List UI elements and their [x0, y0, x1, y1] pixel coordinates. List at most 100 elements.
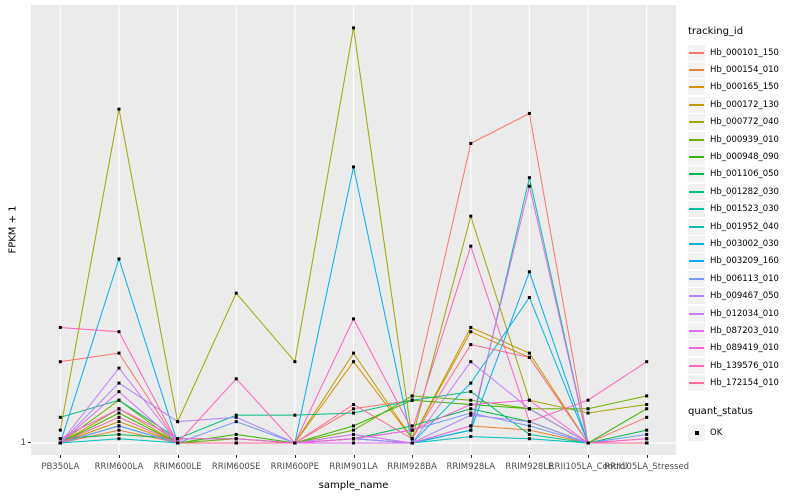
legend-quant: quant_status OK: [688, 406, 798, 441]
legend-item-Hb_000948_090: Hb_000948_090: [688, 148, 798, 166]
point-marker-ok: [58, 441, 62, 445]
point-marker-ok: [527, 295, 531, 299]
legend-item-label: Hb_139576_010: [710, 360, 779, 371]
point-marker-ok: [352, 407, 355, 411]
point-marker-ok: [293, 413, 297, 417]
point-marker-ok: [469, 407, 473, 411]
legend-item-label: Hb_001952_040: [710, 221, 779, 232]
point-marker-ok: [645, 360, 649, 364]
point-marker-ok: [117, 390, 121, 394]
point-marker-ok: [645, 402, 649, 406]
point-marker-ok: [410, 437, 414, 441]
legend-item-Hb_000172_130: Hb_000172_130: [688, 96, 798, 113]
point-marker-ok: [293, 360, 297, 364]
legend-item-Hb_001523_030: Hb_001523_030: [688, 201, 798, 218]
point-marker-ok: [58, 428, 62, 432]
y-tick-label: 1: [20, 438, 26, 448]
x-tick-label-RRIM928LA: RRIM928LA: [446, 462, 496, 472]
point-marker-ok: [293, 441, 297, 445]
legend-line-swatch-icon: [688, 149, 705, 166]
point-marker-ok: [527, 432, 531, 436]
point-marker-ok: [352, 402, 355, 406]
point-marker-ok: [176, 420, 180, 424]
point-marker-ok: [527, 355, 531, 359]
legend-item-label: Hb_012034_010: [710, 308, 779, 319]
point-marker-ok: [352, 411, 355, 415]
x-tick-mark: [294, 455, 296, 458]
point-marker-ok: [469, 360, 473, 364]
legend-item-label: Hb_000101_150: [710, 47, 779, 58]
point-marker-ok: [352, 428, 355, 432]
point-marker-ok: [527, 428, 531, 432]
point-marker-ok: [58, 437, 62, 441]
point-marker-ok: [234, 420, 238, 424]
legend-line-swatch-icon: [688, 253, 705, 270]
point-marker-ok: [117, 330, 121, 334]
point-marker-ok: [352, 26, 355, 30]
legend-item-label: Hb_001106_050: [710, 169, 779, 180]
legend-item-Hb_172154_010: Hb_172154_010: [688, 374, 798, 392]
point-marker-ok: [469, 141, 473, 145]
ok-square-marker-icon: [688, 424, 705, 441]
point-marker-ok: [117, 424, 121, 428]
point-marker-ok: [117, 420, 121, 424]
x-tick-label-RRII105LA_Control: RRII105LA_Control: [548, 462, 628, 472]
point-marker-ok: [469, 214, 473, 218]
point-marker-ok: [234, 415, 238, 419]
point-marker-ok: [645, 437, 649, 441]
legend-item-Hb_139576_010: Hb_139576_010: [688, 357, 798, 374]
legend-item-label: Hb_000772_040: [710, 117, 779, 128]
point-marker-ok: [352, 317, 355, 321]
legend-item-Hb_001106_050: Hb_001106_050: [688, 166, 798, 183]
point-marker-ok: [352, 432, 355, 436]
legend: tracking_id Hb_000101_150 Hb_000154_010 Hb…: [688, 26, 798, 441]
point-marker-ok: [469, 244, 473, 248]
legend-line-swatch-icon: [688, 44, 705, 61]
x-tick-mark: [353, 455, 355, 458]
point-marker-ok: [234, 432, 238, 436]
y-tick-mark: [28, 442, 31, 443]
point-marker-ok: [527, 111, 531, 115]
x-tick-mark: [236, 455, 238, 458]
point-marker-ok: [352, 351, 355, 355]
legend-line-swatch-icon: [688, 288, 705, 305]
point-marker-ok: [117, 257, 121, 261]
point-marker-ok: [410, 398, 414, 402]
x-tick-label-RRIM600LA: RRIM600LA: [94, 462, 144, 472]
legend-line-swatch-icon: [688, 357, 705, 374]
legend-quant-title: quant_status: [688, 405, 753, 417]
legend-quant-label: OK: [710, 427, 723, 438]
point-marker-ok: [469, 390, 473, 394]
point-marker-ok: [352, 437, 355, 441]
x-tick-label-RRIM600PE: RRIM600PE: [270, 462, 320, 472]
legend-item-Hb_003209_160: Hb_003209_160: [688, 253, 798, 270]
point-marker-ok: [234, 413, 238, 417]
point-marker-ok: [645, 428, 649, 432]
x-tick-mark: [588, 455, 590, 458]
legend-item-Hb_000772_040: Hb_000772_040: [688, 114, 798, 131]
point-marker-ok: [117, 415, 121, 419]
point-marker-ok: [645, 394, 649, 398]
point-marker-ok: [586, 398, 590, 402]
point-marker-ok: [527, 424, 531, 428]
point-marker-ok: [586, 441, 590, 445]
point-marker-ok: [352, 165, 355, 169]
legend-item-label: Hb_009467_050: [710, 291, 779, 302]
x-tick-label-RRIM901LA: RRIM901LA: [329, 462, 378, 472]
point-marker-ok: [234, 441, 238, 445]
point-marker-ok: [410, 428, 414, 432]
legend-item-Hb_001282_030: Hb_001282_030: [688, 183, 798, 200]
legend-line-swatch-icon: [688, 375, 705, 392]
legend-item-label: Hb_000172_130: [710, 99, 779, 110]
point-marker-ok: [234, 291, 238, 295]
point-marker-ok: [469, 325, 473, 329]
legend-item-Hb_006113_010: Hb_006113_010: [688, 270, 798, 287]
y-axis-title: FPKM + 1: [7, 205, 19, 254]
legend-item-Hb_087203_010: Hb_087203_010: [688, 322, 798, 339]
point-marker-ok: [469, 413, 473, 417]
point-marker-ok: [352, 360, 355, 364]
legend-line-swatch-icon: [688, 218, 705, 235]
point-marker-ok: [117, 432, 121, 436]
point-marker-ok: [352, 424, 355, 428]
